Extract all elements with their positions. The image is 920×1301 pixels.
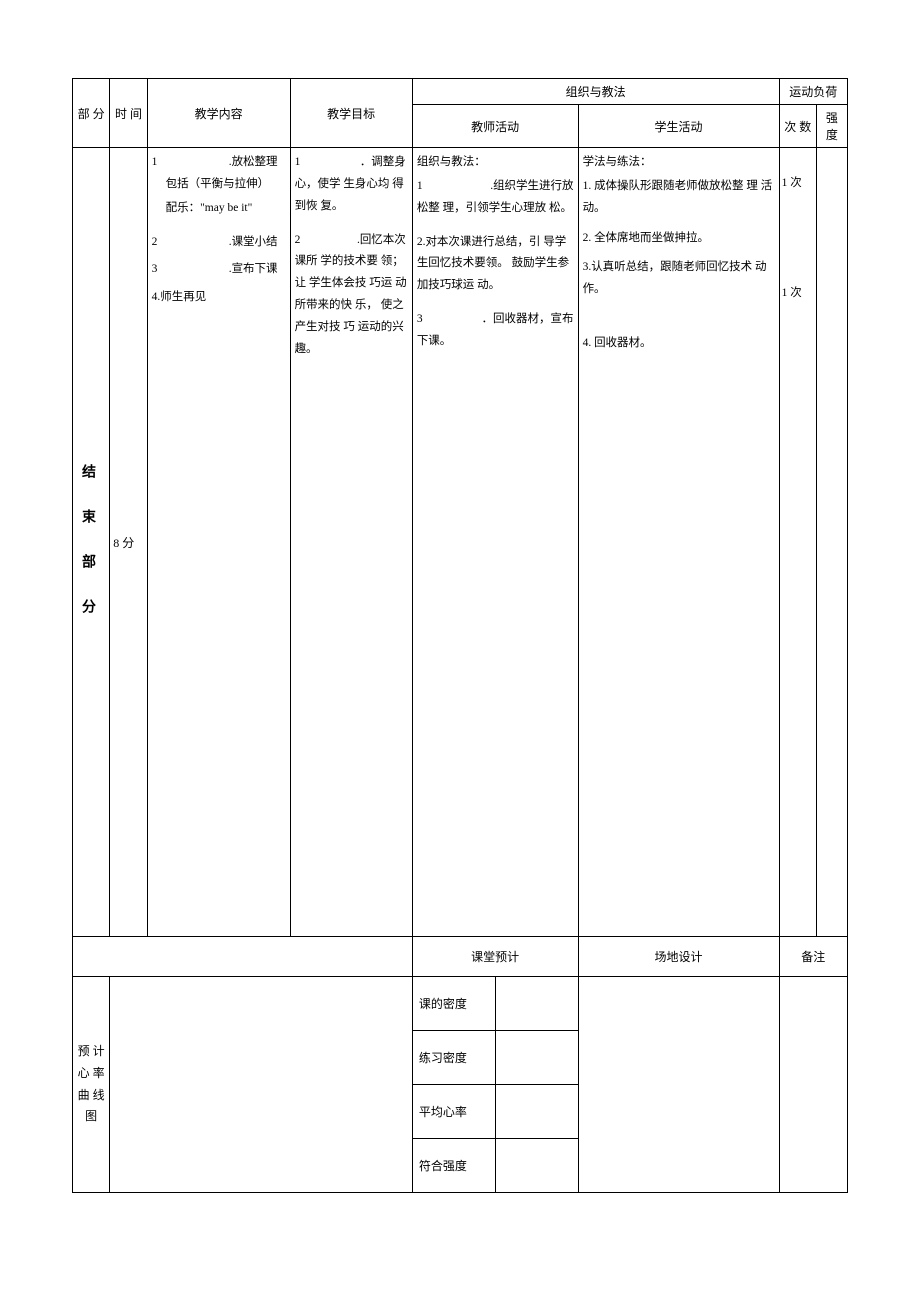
tt-item2-rest: 课所 学的技术要 领；让 学生体会技 巧运 动所带来的快 乐， 使之产生对技 巧… [295, 251, 408, 360]
col-time-header: 时 间 [110, 79, 147, 148]
bottom-header-row: 课堂预计 场地设计 备注 [73, 937, 848, 977]
metric-practice-text: 练习密度 [419, 1051, 467, 1065]
col-load-header: 运动负荷 [779, 79, 847, 105]
tc-item3: 3 .宣布下课 [152, 259, 286, 281]
tt-item2-num: 2 [295, 230, 309, 252]
metrics-row-1: 预 计 心 率 曲 线 图 课的密度 [73, 977, 848, 1031]
time-text: 8 分 [113, 536, 134, 550]
sa-item1: 1. 成体操队形跟随老师做放松整 理 活动。 [583, 176, 775, 220]
sa-header: 学法与练法： [583, 152, 775, 174]
count-cell: 1 次 1 次 [779, 148, 816, 937]
time-header-text: 时 间 [115, 107, 142, 121]
count-2: 1 次 [782, 283, 814, 305]
lesson-plan-table: 部 分 时 间 教学内容 教学目标 组织与教法 运动负荷 教师活动 学生活动 次… [72, 78, 848, 1193]
notes-header: 备注 [779, 937, 847, 977]
metric-intensity-label: 符合强度 [412, 1139, 495, 1193]
ta-item1: 1 .组织学生进行放 [417, 176, 574, 198]
count-1: 1 次 [782, 173, 814, 195]
metric-intensity-value [495, 1139, 578, 1193]
notes-text: 备注 [801, 950, 825, 964]
sa-item4: 4. 回收器材。 [583, 333, 775, 355]
ta-item3-pre: ．回收器材，宣布 [431, 309, 574, 331]
ta-item3-num: 3 [417, 309, 431, 331]
tt-item1-pre: ．调整身 [309, 152, 408, 174]
tt-item1: 1 ．调整身 [295, 152, 408, 174]
class-forecast-header: 课堂预计 [412, 937, 578, 977]
student-header-text: 学生活动 [655, 120, 703, 134]
tt-item2-pre: .回忆本次 [309, 230, 408, 252]
col-org-method-header: 组织与教法 [412, 79, 779, 105]
ta-item1-rest: 松整 理，引领学生心理放 松。 [417, 198, 574, 220]
site-design-text: 场地设计 [655, 950, 703, 964]
ta-item3-rest: 下课。 [417, 331, 574, 353]
section-header-text: 部 分 [78, 107, 105, 121]
header-row-1: 部 分 时 间 教学内容 教学目标 组织与教法 运动负荷 [73, 79, 848, 105]
bottom-empty-1 [73, 937, 413, 977]
tc-item1: 1 .放松整理 [152, 152, 286, 174]
col-target-header: 教学目标 [290, 79, 412, 148]
sa-item2: 2. 全体席地而坐做抻拉。 [583, 228, 775, 250]
notes-area [779, 977, 847, 1193]
col-content-header: 教学内容 [147, 79, 290, 148]
student-activity-cell: 学法与练法： 1. 成体操队形跟随老师做放松整 理 活动。 2. 全体席地而坐做… [578, 148, 779, 937]
site-design-area [578, 977, 779, 1193]
content-header-text: 教学内容 [195, 107, 243, 121]
target-header-text: 教学目标 [327, 107, 375, 121]
hr-label-cell: 预 计 心 率 曲 线 图 [73, 977, 110, 1193]
metric-practice-label: 练习密度 [412, 1031, 495, 1085]
teacher-activity-cell: 组织与教法： 1 .组织学生进行放 松整 理，引领学生心理放 松。 2.对本次课… [412, 148, 578, 937]
ta-header: 组织与教法： [417, 152, 574, 174]
col-section-header: 部 分 [73, 79, 110, 148]
tc-item1-line2: 包括（平衡与拉伸） [152, 174, 286, 196]
ta-item3: 3 ．回收器材，宣布 [417, 309, 574, 331]
metric-density-value [495, 977, 578, 1031]
count-header-text: 次 数 [784, 120, 811, 134]
tt-item2: 2 .回忆本次 [295, 230, 408, 252]
hr-label-text: 预 计 心 率 曲 线 图 [78, 1044, 105, 1123]
tc-item4: 4.师生再见 [152, 287, 286, 309]
tc-item1-line3: 配乐："may be it" [152, 198, 286, 220]
site-design-header: 场地设计 [578, 937, 779, 977]
metric-density-text: 课的密度 [419, 997, 467, 1011]
col-student-header: 学生活动 [578, 105, 779, 148]
tc-item2: 2 .课堂小结 [152, 232, 286, 254]
tc-item1-text: .放松整理 [166, 152, 286, 174]
tc-item1-num: 1 [152, 152, 166, 174]
tc-item3-num: 3 [152, 259, 166, 281]
teaching-target-cell: 1 ．调整身 心，使学 生身心均 得到恢 复。 2 .回忆本次 课所 学的技术要… [290, 148, 412, 937]
metric-avghr-text: 平均心率 [419, 1105, 467, 1119]
main-content-row: 结 束 部 分 8 分 1 .放松整理 包括（平衡与拉伸） 配乐："may be… [73, 148, 848, 937]
teacher-header-text: 教师活动 [471, 120, 519, 134]
hr-chart-area [110, 977, 413, 1193]
org-method-header-text: 组织与教法 [566, 85, 626, 99]
intensity-header-text: 强 度 [826, 111, 838, 142]
tc-item3-text: .宣布下课 [166, 259, 286, 281]
intensity-cell [816, 148, 847, 937]
tc-item2-text: .课堂小结 [166, 232, 286, 254]
col-count-header: 次 数 [779, 105, 816, 148]
col-intensity-header: 强 度 [816, 105, 847, 148]
sa-item3: 3.认真听总结，跟随老师回忆技术 动 作。 [583, 257, 775, 301]
metric-practice-value [495, 1031, 578, 1085]
tt-item1-num: 1 [295, 152, 309, 174]
metric-intensity-text: 符合强度 [419, 1159, 467, 1173]
ta-item2: 2.对本次课进行总结，引 导学生回忆技术要领。 鼓励学生参加技巧球运 动。 [417, 232, 574, 298]
metric-avghr-label: 平均心率 [412, 1085, 495, 1139]
load-header-text: 运动负荷 [789, 85, 837, 99]
section-label-text: 结 束 部 分 [77, 464, 97, 621]
section-label-cell: 结 束 部 分 [73, 148, 110, 937]
tc-item2-num: 2 [152, 232, 166, 254]
class-forecast-text: 课堂预计 [471, 950, 519, 964]
ta-item1-num: 1 [417, 176, 431, 198]
time-cell: 8 分 [110, 148, 147, 937]
ta-item1-pre: .组织学生进行放 [431, 176, 574, 198]
teaching-content-cell: 1 .放松整理 包括（平衡与拉伸） 配乐："may be it" 2 .课堂小结… [147, 148, 290, 937]
tt-item1-rest: 心，使学 生身心均 得到恢 复。 [295, 174, 408, 218]
metric-avghr-value [495, 1085, 578, 1139]
metric-density-label: 课的密度 [412, 977, 495, 1031]
col-teacher-header: 教师活动 [412, 105, 578, 148]
